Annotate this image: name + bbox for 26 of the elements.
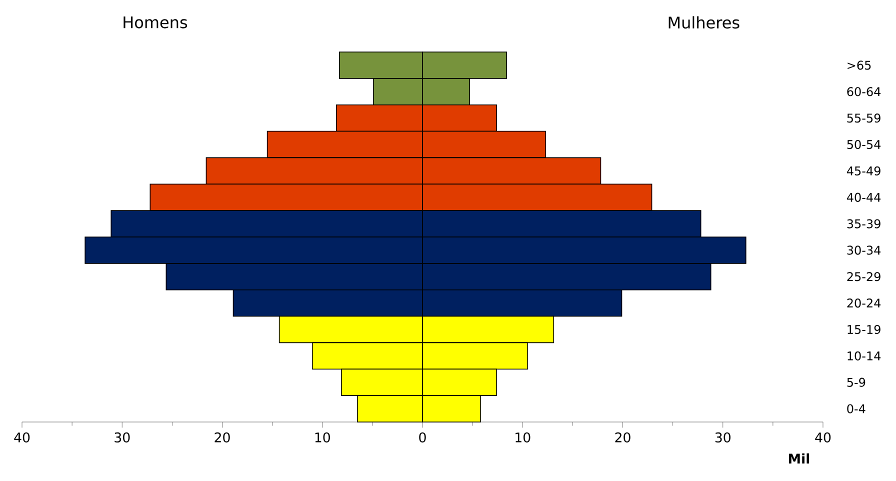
y-tick-label: 50-54 xyxy=(847,140,881,150)
y-tick-label: 10-14 xyxy=(848,351,881,360)
y-tick-label: 60-64 xyxy=(847,87,881,96)
x-tick-label: 30 xyxy=(715,432,730,442)
x-tick-label: 10 xyxy=(315,432,330,442)
x-tick-label: 40 xyxy=(14,432,30,442)
x-tick-label: 20 xyxy=(615,432,630,442)
x-tick-label: 20 xyxy=(214,432,230,442)
x-tick-label: 10 xyxy=(516,432,530,442)
y-tick-label: 35-39 xyxy=(847,219,880,228)
y-tick-label: >65 xyxy=(848,60,871,70)
y-tick-label: 25-29 xyxy=(847,272,880,282)
text: Mulheres xyxy=(668,16,740,29)
x-tick-label: 0 xyxy=(419,432,426,442)
y-tick-label: 0-4 xyxy=(847,404,866,414)
x-tick-label: 30 xyxy=(114,432,130,442)
y-tick-label: 5-9 xyxy=(847,378,866,387)
text: Homens xyxy=(124,16,188,28)
y-tick-label: 15-19 xyxy=(848,324,880,334)
y-tick-label: 45-49 xyxy=(846,166,880,176)
y-tick-label: 20-24 xyxy=(847,298,881,308)
y-tick-label: 55-59 xyxy=(847,114,880,123)
y-tick-label: 40-44 xyxy=(846,192,881,202)
x-tick-label: 40 xyxy=(815,432,831,442)
x-axis-title: Mil xyxy=(788,453,810,464)
y-tick-label: 30-34 xyxy=(847,246,881,255)
